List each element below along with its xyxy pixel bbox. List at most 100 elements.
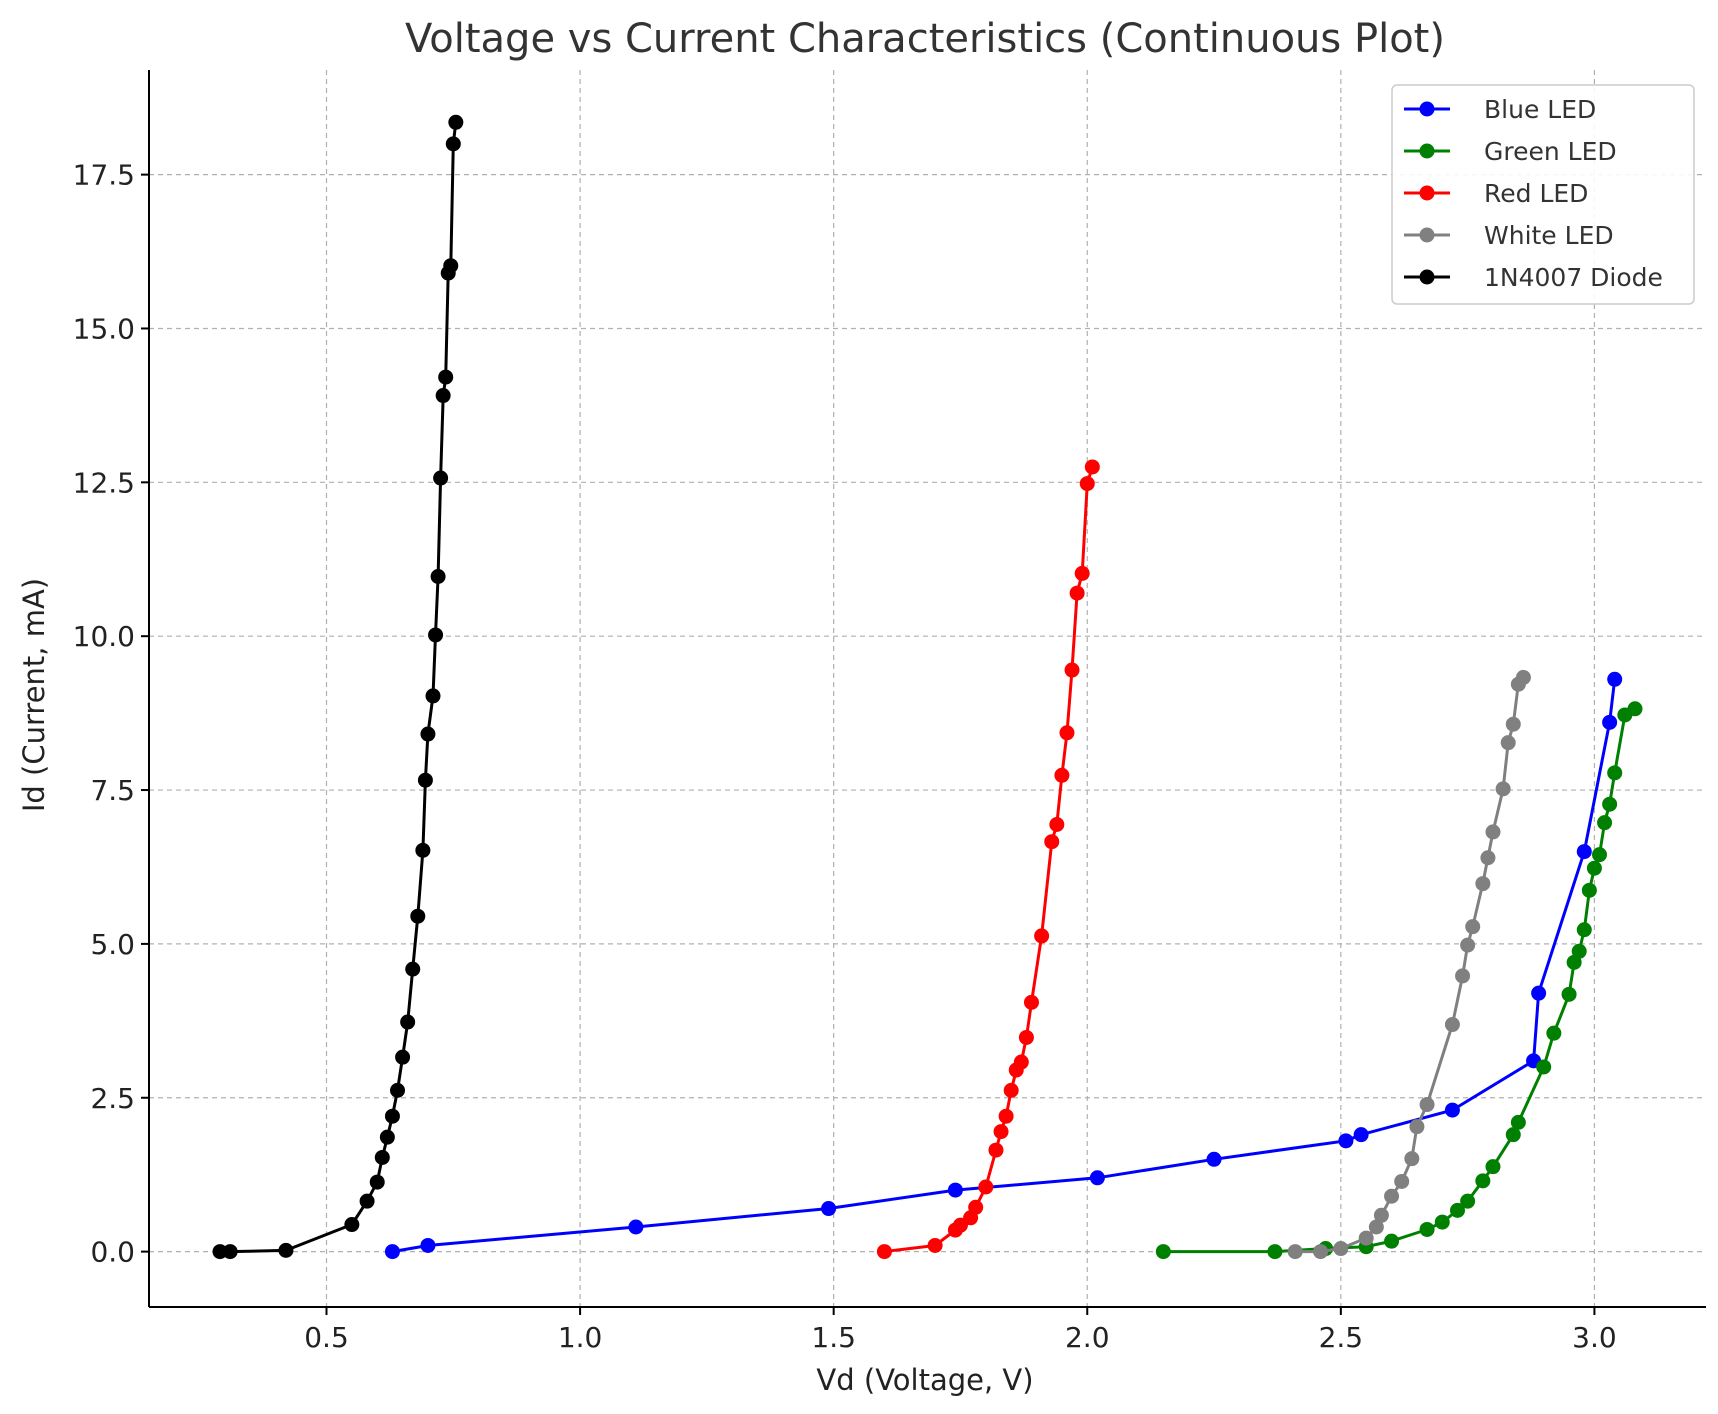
data-point-blue-led <box>1444 1102 1460 1118</box>
data-point-1n4007-diode <box>433 470 449 486</box>
data-point-1n4007-diode <box>445 136 461 152</box>
series-1n4007-diode <box>212 114 464 1260</box>
series-white-led <box>1287 669 1531 1260</box>
data-point-1n4007-diode <box>435 388 451 404</box>
data-point-blue-led <box>1206 1151 1222 1167</box>
data-point-red-led <box>1049 817 1065 833</box>
data-point-green-led <box>1449 1202 1465 1218</box>
data-point-green-led <box>1571 943 1587 959</box>
data-point-1n4007-diode <box>425 688 441 704</box>
data-point-white-led <box>1358 1230 1374 1246</box>
data-point-red-led <box>927 1237 943 1253</box>
legend-swatch-marker <box>1419 143 1435 159</box>
data-point-green-led <box>1597 815 1613 831</box>
data-point-blue-led <box>384 1244 400 1260</box>
data-point-red-led <box>1023 994 1039 1010</box>
data-point-1n4007-diode <box>344 1217 360 1233</box>
data-point-blue-led <box>1353 1127 1369 1143</box>
legend-item[interactable]: Blue LED <box>1404 95 1596 124</box>
legend-item[interactable]: 1N4007 Diode <box>1404 263 1663 292</box>
data-point-red-led <box>993 1124 1009 1140</box>
x-tick-label: 1.0 <box>558 1321 603 1354</box>
data-point-blue-led <box>1576 844 1592 860</box>
data-point-blue-led <box>947 1182 963 1198</box>
data-point-red-led <box>1074 565 1090 581</box>
data-point-white-led <box>1368 1219 1384 1235</box>
data-point-white-led <box>1333 1241 1349 1257</box>
data-point-1n4007-diode <box>428 627 444 643</box>
legend-label: Red LED <box>1484 179 1588 208</box>
data-point-1n4007-diode <box>430 568 446 584</box>
series-group <box>212 114 1643 1260</box>
data-point-white-led <box>1475 876 1491 892</box>
legend-label: White LED <box>1484 221 1614 250</box>
x-tick-label: 1.5 <box>811 1321 856 1354</box>
data-point-white-led <box>1480 850 1496 866</box>
data-point-red-led <box>1003 1082 1019 1098</box>
data-point-1n4007-diode <box>417 772 433 788</box>
legend-label: 1N4007 Diode <box>1484 263 1663 292</box>
y-axis-label: Id (Current, mA) <box>17 578 51 812</box>
data-point-green-led <box>1419 1221 1435 1237</box>
x-tick-label: 2.5 <box>1319 1321 1364 1354</box>
legend-item[interactable]: Red LED <box>1404 179 1588 208</box>
data-point-red-led <box>988 1142 1004 1158</box>
legend-item[interactable]: Green LED <box>1404 137 1617 166</box>
legend-label: Green LED <box>1484 137 1617 166</box>
legend-item[interactable]: White LED <box>1404 221 1614 250</box>
data-point-white-led <box>1505 716 1521 732</box>
data-point-green-led <box>1267 1244 1283 1260</box>
data-point-green-led <box>1510 1114 1526 1130</box>
axes: 0.5 1.0 1.5 2.0 2.5 3.0 0.0 2.5 5.0 7.5 10.0 12.5 15… <box>73 70 1706 1354</box>
data-point-1n4007-diode <box>379 1129 395 1145</box>
y-tick-label: 10.0 <box>73 620 135 653</box>
data-point-white-led <box>1515 669 1531 685</box>
data-point-red-led <box>978 1179 994 1195</box>
data-point-white-led <box>1444 1017 1460 1033</box>
data-point-1n4007-diode <box>384 1108 400 1124</box>
data-point-red-led <box>876 1244 892 1260</box>
data-point-white-led <box>1455 968 1471 984</box>
data-point-red-led <box>968 1199 984 1215</box>
y-tick-label: 0.0 <box>90 1236 135 1269</box>
legend-label: Blue LED <box>1484 95 1596 124</box>
data-point-white-led <box>1384 1188 1400 1204</box>
y-tick-label: 17.5 <box>73 159 135 192</box>
data-point-1n4007-diode <box>405 961 421 977</box>
data-point-red-led <box>1054 767 1070 783</box>
data-point-1n4007-diode <box>448 114 464 130</box>
data-point-green-led <box>1627 701 1643 717</box>
legend-swatch-marker <box>1419 227 1435 243</box>
data-point-1n4007-diode <box>410 908 426 924</box>
data-point-red-led <box>1044 834 1060 850</box>
legend-box <box>1391 84 1695 305</box>
data-point-white-led <box>1287 1244 1303 1260</box>
legend[interactable]: Blue LED Green LED Red LED White LED 1N4007 … <box>1391 84 1695 305</box>
data-point-1n4007-diode <box>374 1149 390 1165</box>
data-point-white-led <box>1394 1173 1410 1189</box>
data-point-green-led <box>1581 882 1597 898</box>
data-point-1n4007-diode <box>369 1174 385 1190</box>
x-tick-label: 2.0 <box>1065 1321 1110 1354</box>
data-point-green-led <box>1155 1244 1171 1260</box>
data-point-red-led <box>1064 662 1080 678</box>
data-point-1n4007-diode <box>359 1193 375 1209</box>
data-point-green-led <box>1607 765 1623 781</box>
data-point-blue-led <box>1338 1133 1354 1149</box>
series-green-led <box>1155 701 1643 1260</box>
data-point-1n4007-diode <box>415 842 431 858</box>
y-tick-label: 5.0 <box>90 928 135 961</box>
data-point-green-led <box>1434 1214 1450 1230</box>
data-point-green-led <box>1475 1173 1491 1189</box>
y-tick-label: 7.5 <box>90 774 135 807</box>
y-tick-label: 15.0 <box>73 312 135 345</box>
data-point-red-led <box>1059 725 1075 741</box>
data-point-red-led <box>1034 928 1050 944</box>
data-point-green-led <box>1576 922 1592 938</box>
data-point-blue-led <box>628 1219 644 1235</box>
x-tick-label: 0.5 <box>304 1321 349 1354</box>
x-axis-label: Vd (Voltage, V) <box>816 1363 1033 1397</box>
data-point-1n4007-diode <box>420 726 436 742</box>
data-point-1n4007-diode <box>400 1014 416 1030</box>
